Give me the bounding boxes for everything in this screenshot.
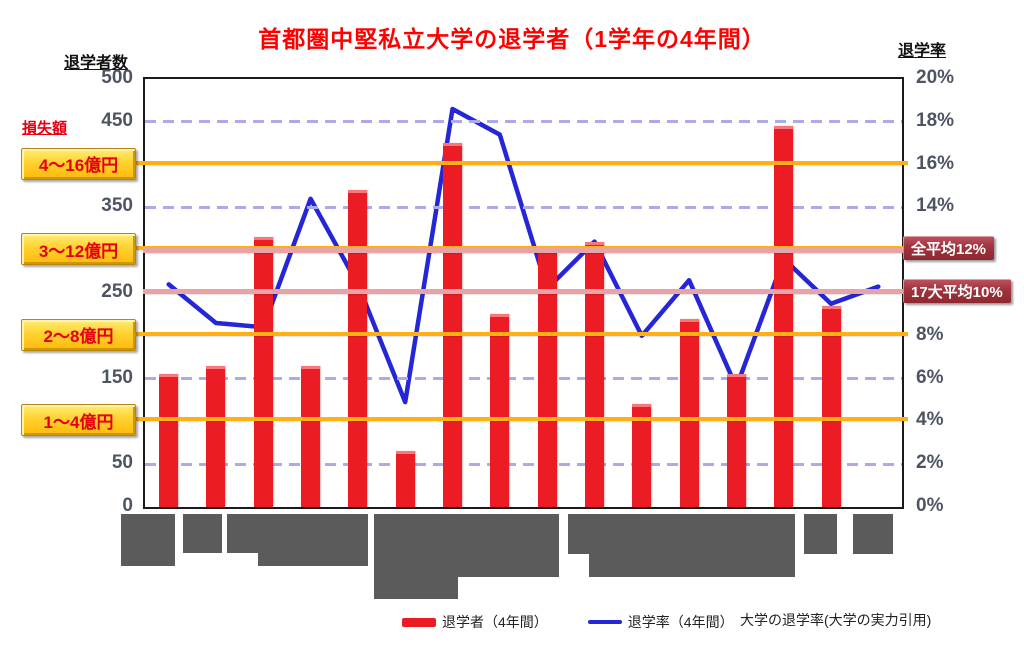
dropout-bar [490, 314, 510, 507]
gridline-dashed [145, 205, 902, 209]
left-axis-tick-label: 0 [122, 495, 133, 516]
average-reference-line [143, 289, 908, 294]
gridline-dashed [145, 462, 902, 466]
dropout-bar [159, 374, 179, 507]
redacted-category-label [853, 514, 893, 554]
average-badge: 17大平均10% [903, 279, 1011, 303]
loss-amount-box: 1～4億円 [21, 404, 136, 437]
legend-bar-label: 退学者（4年間） [442, 614, 548, 630]
left-axis-tick-label: 250 [101, 281, 133, 302]
dropout-bar [774, 126, 794, 507]
dropout-bar [679, 318, 699, 507]
loss-reference-line [130, 331, 908, 336]
loss-reference-line [130, 160, 908, 165]
left-axis-tick-label: 350 [101, 195, 133, 217]
dropout-bar [632, 404, 652, 507]
right-axis-tick-label: 2% [916, 452, 944, 474]
loss-amount-box: 4～16億円 [21, 147, 136, 180]
dropout-bar [821, 305, 841, 507]
dropout-bar [348, 190, 368, 507]
page-title: 首都圏中堅私立大学の退学者（1学年の4年間） [258, 26, 766, 52]
right-axis-tick-label: 14% [916, 195, 955, 217]
redacted-category-label [374, 514, 559, 577]
loss-amount-box: 3～12億円 [21, 233, 136, 266]
source-note: 大学の退学率(大学の実力引用) [740, 612, 932, 628]
left-axis-tick-label: 450 [101, 109, 133, 131]
redacted-category-label [568, 514, 795, 554]
right-axis-tick-label: 0% [916, 495, 944, 516]
loss-reference-line [130, 417, 908, 422]
right-axis-tick-label: 16% [916, 152, 955, 174]
left-axis-tick-label: 150 [101, 366, 133, 388]
right-axis-tick-label: 18% [916, 109, 955, 131]
loss-amount-box: 2～8億円 [21, 318, 136, 351]
dropout-bar [584, 241, 604, 507]
dropout-rate-line [166, 106, 881, 405]
gridline-dashed [145, 377, 902, 381]
right-axis-tick-label: 20% [916, 67, 955, 88]
redacted-category-label [589, 554, 795, 577]
redacted-category-label [804, 514, 837, 554]
right-axis-title: 退学率 [898, 43, 947, 60]
dropout-bar [443, 143, 463, 507]
chart-legend: 退学者（4年間） 退学率（4年間） [402, 612, 734, 632]
left-axis-tick-label: 500 [101, 67, 133, 88]
dropout-bar [301, 365, 321, 507]
right-axis-tick-label: 6% [916, 366, 944, 388]
dropout-bar [726, 374, 746, 507]
gridline-dashed [145, 120, 902, 124]
redacted-category-label [121, 514, 175, 566]
right-axis-tick-label: 4% [916, 409, 944, 431]
legend-line-swatch-icon [587, 620, 622, 624]
left-axis-title: 退学者数 [64, 55, 129, 72]
legend-bar-swatch-icon [402, 617, 436, 627]
right-axis-tick-label: 8% [916, 323, 944, 345]
redacted-category-label [227, 514, 368, 553]
loss-amount-label: 損失額 [22, 120, 68, 137]
redacted-category-label [258, 553, 368, 566]
dropout-bar [253, 237, 273, 507]
dropout-bar [206, 365, 226, 507]
dropout-bar [395, 451, 415, 507]
average-badge: 全平均12% [903, 236, 995, 261]
left-axis-tick-label: 50 [111, 452, 133, 474]
legend-line-label: 退学率（4年間） [627, 614, 734, 630]
dropout-bar [537, 245, 557, 507]
redacted-category-label [183, 514, 222, 553]
redacted-category-label [374, 577, 458, 599]
average-reference-line [143, 247, 908, 253]
